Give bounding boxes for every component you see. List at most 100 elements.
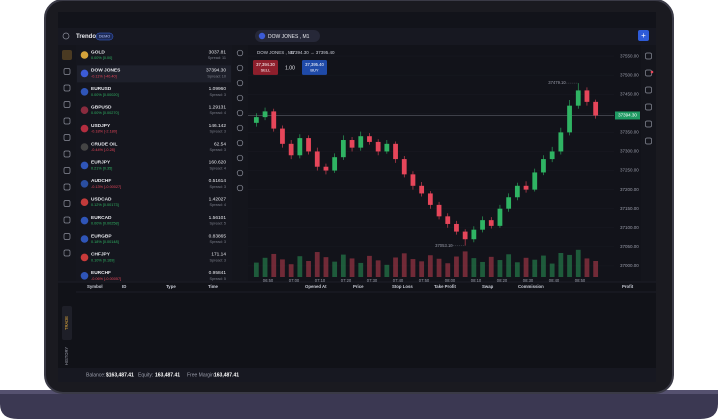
price: 1.56101 xyxy=(209,215,227,221)
symbol[interactable]: EURJPY xyxy=(91,160,111,166)
candle-body xyxy=(375,141,381,152)
volume-bar xyxy=(541,255,546,277)
buy-button[interactable] xyxy=(302,60,327,75)
nav-icon[interactable] xyxy=(63,101,71,108)
side-icon[interactable] xyxy=(645,120,652,128)
sell-label[interactable]: SELL xyxy=(261,68,272,73)
flag xyxy=(80,124,89,133)
nav-icon[interactable] xyxy=(63,167,71,174)
price: 171.14 xyxy=(211,252,226,258)
chart-tool-icon[interactable] xyxy=(236,109,244,117)
price: 3037.81 xyxy=(209,49,227,55)
symbol[interactable]: EURUSD xyxy=(91,86,112,92)
y-tick-label: 37300.00 xyxy=(620,149,639,154)
chart-tool-icon[interactable] xyxy=(236,154,244,162)
flag xyxy=(80,180,89,188)
chart-tools xyxy=(232,45,248,281)
candle-body xyxy=(280,128,285,144)
chart-tool-icon[interactable] xyxy=(236,94,244,102)
symbol[interactable]: EURGBP xyxy=(91,233,112,239)
candle-body xyxy=(349,140,355,148)
candle-body xyxy=(454,223,459,232)
volume-bar xyxy=(323,257,329,277)
symbol[interactable]: GBPUSD xyxy=(91,104,112,110)
account-balance: $163,487.41 xyxy=(106,372,134,378)
side-icon[interactable] xyxy=(645,86,652,94)
add-button[interactable] xyxy=(638,30,649,41)
chart-tool-icon[interactable] xyxy=(236,184,244,192)
add-icon[interactable]: + xyxy=(641,31,646,40)
symbol[interactable]: EURCHF xyxy=(91,270,111,276)
candle-body xyxy=(462,231,468,240)
chart-tool-icon[interactable] xyxy=(236,139,244,147)
chart-tool-icon[interactable] xyxy=(236,169,244,177)
volume-bar xyxy=(253,262,259,277)
candle-body xyxy=(523,185,529,190)
nav-icon[interactable] xyxy=(63,249,71,257)
chart-tool-icon[interactable] xyxy=(236,124,244,132)
alert-dot xyxy=(650,70,654,74)
icon-active[interactable] xyxy=(62,50,72,60)
nav-icon[interactable] xyxy=(63,150,71,158)
candle-body xyxy=(445,216,451,224)
candle-body xyxy=(419,185,425,194)
volume-bar xyxy=(340,254,346,277)
buy-label[interactable]: BUY xyxy=(310,68,319,73)
candle-body xyxy=(514,185,520,198)
side-icon[interactable] xyxy=(645,103,652,111)
nav-icon[interactable] xyxy=(63,134,71,141)
symbol[interactable]: AUDCHF xyxy=(91,178,111,184)
change: 0.18% [0.00148] xyxy=(91,240,119,244)
candle-body xyxy=(340,140,346,158)
side-tab[interactable]: HISTORY xyxy=(64,347,69,366)
buy-price[interactable]: 37,395.40 xyxy=(305,62,324,67)
symbol[interactable]: EURCAD xyxy=(91,215,112,221)
nav-icon[interactable] xyxy=(63,216,71,224)
lot-size[interactable]: 1.00 xyxy=(285,65,295,71)
symbol[interactable]: DOW JONES xyxy=(91,68,121,74)
column-header: Time xyxy=(208,284,219,289)
nav-icon[interactable] xyxy=(63,233,71,240)
chart-tool-icon[interactable] xyxy=(236,49,244,57)
chart-tool-icon[interactable] xyxy=(236,79,244,87)
nav-icon[interactable] xyxy=(63,200,71,207)
chart-tool-icon[interactable] xyxy=(236,64,244,72)
symbol-tab-label[interactable]: DOW JONES , M1 xyxy=(268,34,310,40)
symbol[interactable]: CRUDE OIL xyxy=(91,141,117,147)
change: -0.44% [-0.28] xyxy=(91,148,115,152)
symbol[interactable]: CHFJPY xyxy=(91,252,111,258)
nav-icon[interactable] xyxy=(63,68,71,75)
volume-bar xyxy=(280,259,285,277)
spread: Spread: 3 xyxy=(210,130,226,134)
side-icon[interactable] xyxy=(645,52,652,60)
symbol[interactable]: USDJPY xyxy=(91,123,111,129)
menu-icon[interactable] xyxy=(62,32,70,40)
sell-price[interactable]: 37,394.30 xyxy=(256,62,275,67)
side-tab[interactable]: TRADE xyxy=(64,316,69,330)
price: 0.95841 xyxy=(209,270,227,276)
laptop-base xyxy=(0,392,718,419)
nav-icon[interactable] xyxy=(63,183,71,191)
y-tick-label: 37000.00 xyxy=(620,263,639,268)
column-header: Symbol xyxy=(87,284,103,289)
volume-bar xyxy=(523,257,529,277)
side-icon[interactable] xyxy=(645,137,652,145)
change: 0.12% [0.00173] xyxy=(91,203,119,207)
candle-body xyxy=(393,143,398,160)
nav-icon[interactable] xyxy=(63,117,71,125)
nav-icon[interactable] xyxy=(63,84,71,92)
y-tick-label: 37500.00 xyxy=(620,72,639,77)
symbol[interactable]: USDCAD xyxy=(91,196,112,202)
price: 1.42027 xyxy=(209,196,227,202)
tab-trade-bg[interactable] xyxy=(62,306,72,340)
account-margin-label: Free Margin: xyxy=(187,372,215,378)
volume-bar xyxy=(558,253,564,277)
spread: Spread: 4 xyxy=(210,203,226,207)
candle-body xyxy=(253,117,259,123)
change: -0.18% [-2.180] xyxy=(91,130,117,134)
x-tick-label: 07:00 xyxy=(289,278,300,283)
sell-button[interactable] xyxy=(253,60,278,75)
symbol[interactable]: GOLD xyxy=(91,49,105,55)
x-tick-label: 08:20 xyxy=(497,278,508,283)
symbol-tab[interactable] xyxy=(255,30,320,42)
